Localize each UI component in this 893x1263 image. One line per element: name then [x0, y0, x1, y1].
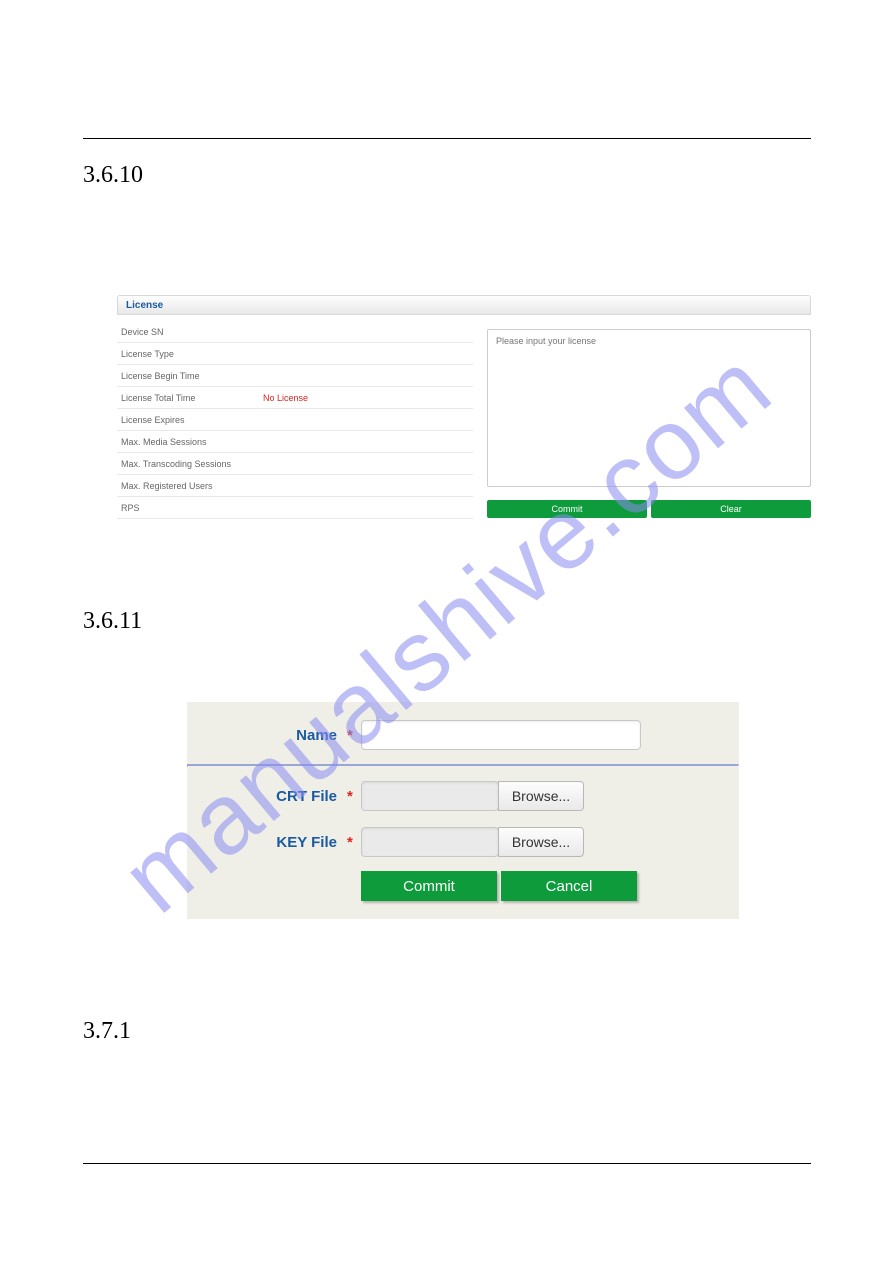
license-row-total: License Total Time No License	[117, 387, 473, 409]
cert-buttons: Commit Cancel	[187, 865, 739, 919]
cert-name-row: Name *	[187, 702, 739, 764]
cert-upload-panel: Name * CRT File * Browse... KEY File * B…	[187, 702, 739, 919]
section-number-3-6-11: 3.6.11	[83, 608, 142, 635]
commit-button[interactable]: Commit	[487, 500, 647, 518]
license-row-rps: RPS	[117, 497, 473, 519]
license-panel-title: License	[117, 295, 811, 315]
cert-commit-button[interactable]: Commit	[361, 871, 497, 901]
license-body: Device SN License Type License Begin Tim…	[117, 315, 811, 519]
license-label: Max. Transcoding Sessions	[121, 453, 263, 474]
crt-browse-button[interactable]: Browse...	[498, 781, 584, 811]
license-label: License Total Time	[121, 387, 263, 408]
hr-top	[83, 138, 811, 139]
crt-file-input[interactable]	[361, 781, 499, 811]
license-buttons: Commit Clear	[487, 500, 811, 518]
license-label: Max. Media Sessions	[121, 431, 263, 452]
section-number-3-7-1: 3.7.1	[83, 1018, 131, 1045]
license-row-transcoding: Max. Transcoding Sessions	[117, 453, 473, 475]
license-label: License Type	[121, 343, 263, 364]
license-row-expires: License Expires	[117, 409, 473, 431]
license-label: License Expires	[121, 409, 263, 430]
license-row-media: Max. Media Sessions	[117, 431, 473, 453]
license-label: Device SN	[121, 321, 263, 342]
key-file-row: KEY File * Browse...	[187, 819, 739, 865]
license-label: RPS	[121, 497, 263, 518]
required-asterisk: *	[347, 834, 361, 851]
crt-label: CRT File	[187, 788, 347, 805]
license-label: Max. Registered Users	[121, 475, 263, 496]
key-label: KEY File	[187, 834, 347, 851]
name-label: Name	[187, 727, 347, 744]
license-row-users: Max. Registered Users	[117, 475, 473, 497]
section-number-3-6-10: 3.6.10	[83, 162, 143, 189]
license-info-table: Device SN License Type License Begin Tim…	[117, 321, 473, 519]
license-row-device-sn: Device SN	[117, 321, 473, 343]
required-asterisk: *	[347, 788, 361, 805]
crt-file-row: CRT File * Browse...	[187, 767, 739, 819]
license-label: License Begin Time	[121, 365, 263, 386]
required-asterisk: *	[347, 727, 361, 744]
hr-bottom	[83, 1163, 811, 1164]
license-textarea[interactable]	[487, 329, 811, 487]
license-row-begin: License Begin Time	[117, 365, 473, 387]
license-panel: License Device SN License Type License B…	[117, 295, 811, 519]
key-file-input[interactable]	[361, 827, 499, 857]
key-browse-button[interactable]: Browse...	[498, 827, 584, 857]
license-row-type: License Type	[117, 343, 473, 365]
license-value-no-license: No License	[263, 387, 308, 408]
clear-button[interactable]: Clear	[651, 500, 811, 518]
license-input-area: Commit Clear	[487, 321, 811, 519]
name-input[interactable]	[361, 720, 641, 750]
cert-cancel-button[interactable]: Cancel	[501, 871, 637, 901]
